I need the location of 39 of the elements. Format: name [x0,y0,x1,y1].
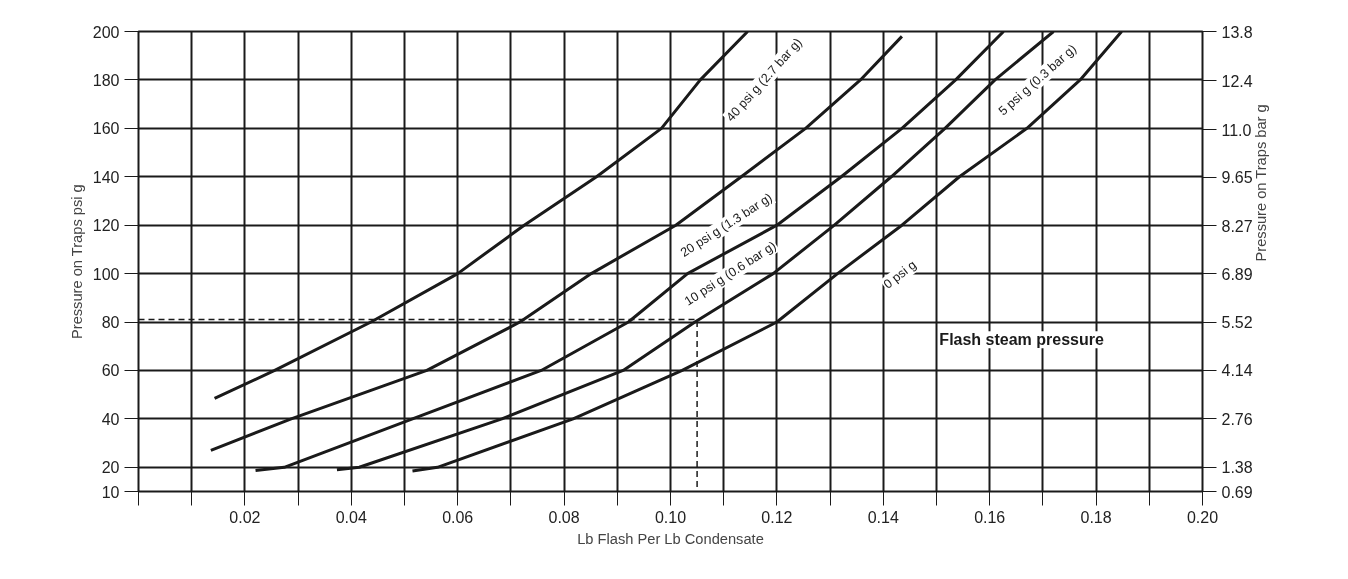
text: 40 psi g (2.7 bar g) [723,35,805,125]
y2-tick-label: 12.4 [1221,72,1253,90]
text: 0 psi g [880,257,920,292]
x-tick-label: 0.14 [867,508,899,526]
y2-tick-label: 8.27 [1221,217,1253,235]
y-tick-label: 80 [101,314,120,332]
y2-tick-label: 5.52 [1221,314,1253,332]
annotation: Flash steam pressure [939,331,1104,349]
y-axis-title: Pressure on Traps psi g [68,184,85,340]
y2-tick-label: 9.65 [1221,169,1253,187]
y2-tick-label: 1.38 [1221,459,1253,477]
x-tick-label: 0.08 [548,508,580,526]
y-tick-label: 20 [101,459,120,477]
x-tick-label: 0.18 [1080,508,1112,526]
y2-tick-label: 13.8 [1221,23,1253,41]
y2-tick-label: 11.0 [1221,121,1252,139]
y-tick-label: 200 [92,23,120,41]
y-tick-label: 160 [92,120,120,138]
x-tick-label: 0.02 [229,508,261,526]
y2-axis-title: Pressure on Traps bar g [1252,104,1269,262]
y-tick-label: 40 [101,410,120,428]
x-tick-label: 0.16 [974,508,1006,526]
y2-tick-label: 4.14 [1221,362,1253,380]
y-tick-label: 180 [92,71,120,89]
y-tick-label: 60 [101,362,120,380]
text: 5 psi g (0.3 bar g) [995,41,1080,119]
x-tick-label: 0.06 [442,508,474,526]
y-tick-label: 120 [92,217,120,235]
x-tick-label: 0.12 [761,508,793,526]
y-tick-label: 140 [92,168,120,186]
x-tick-label: 0.04 [335,508,367,526]
y-tick-label: 10 [101,483,120,501]
y2-tick-label: 2.76 [1221,410,1253,428]
y-tick-label: 100 [92,265,120,283]
x-axis-title: Lb Flash Per Lb Condensate [577,530,764,547]
y2-tick-label: 6.89 [1221,265,1253,283]
y2-tick-label: 0.69 [1221,483,1253,501]
x-tick-label: 0.20 [1186,508,1219,526]
x-tick-label: 0.10 [654,508,687,526]
